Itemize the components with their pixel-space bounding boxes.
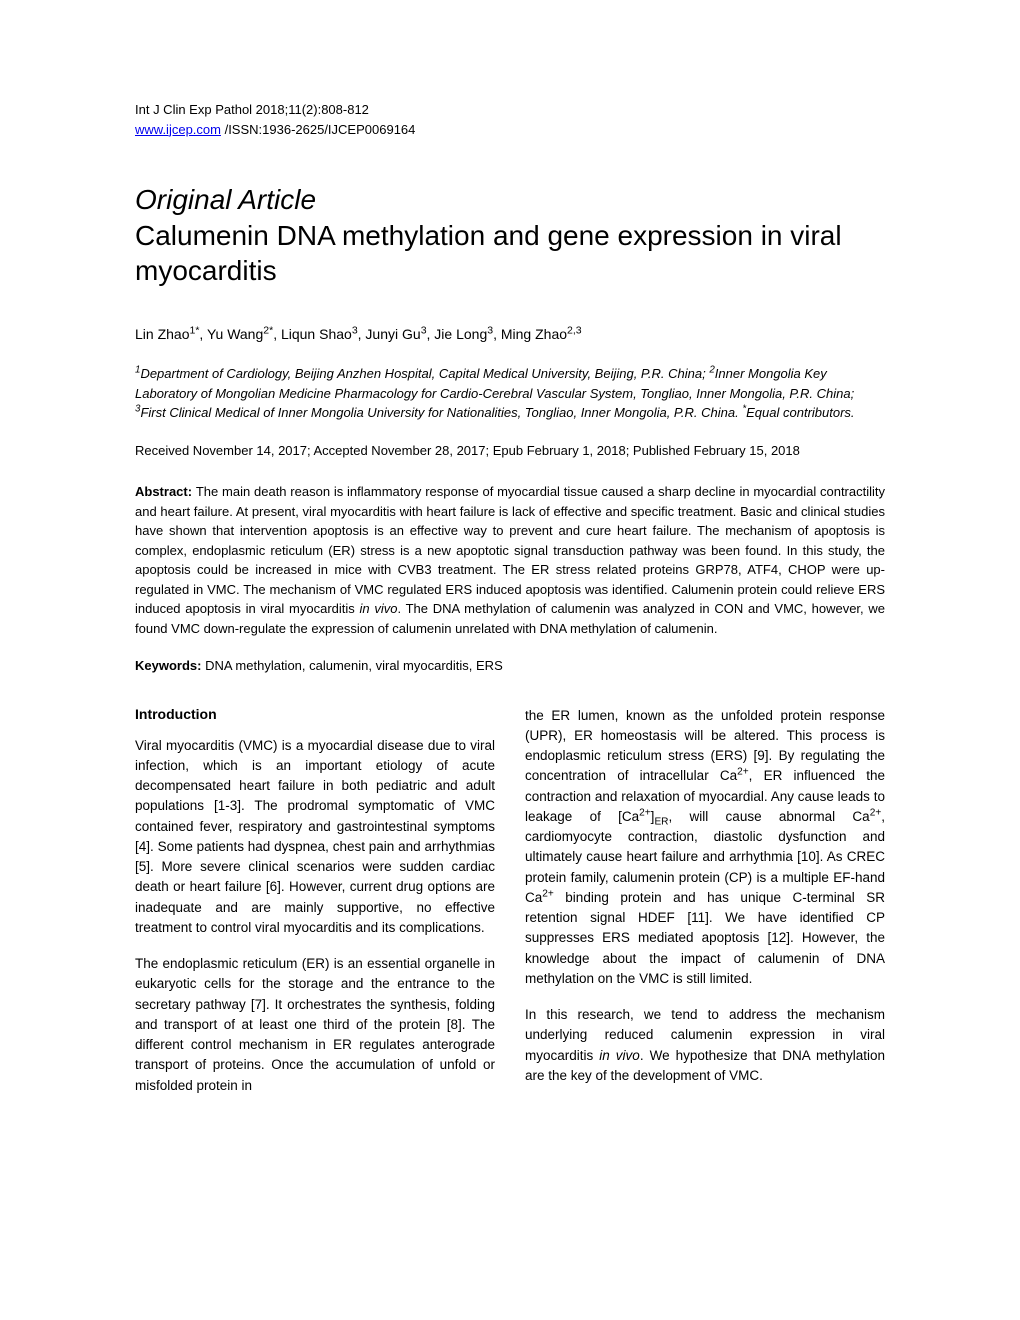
p4-italic: in vivo <box>599 1048 640 1063</box>
intro-para-4: In this research, we tend to address the… <box>525 1005 885 1086</box>
right-column: the ER lumen, known as the unfolded prot… <box>525 706 885 1096</box>
abstract-italic: in vivo <box>360 601 398 616</box>
body-columns: Introduction Viral myocarditis (VMC) is … <box>135 706 885 1096</box>
author-4: , Junyi Gu <box>358 326 421 342</box>
p3-sub-1: ER <box>654 816 668 827</box>
keywords-label: Keywords: <box>135 658 205 673</box>
p3-sup-2: 2+ <box>639 807 651 818</box>
author-2-sup: 2* <box>263 324 273 336</box>
abstract-label: Abstract: <box>135 484 196 499</box>
author-3: , Liqun Shao <box>273 326 352 342</box>
aff-text-star: Equal contributors. <box>746 405 854 420</box>
affiliations: 1Department of Cardiology, Beijing Anzhe… <box>135 364 885 423</box>
publication-dates: Received November 14, 2017; Accepted Nov… <box>135 441 885 461</box>
author-1: Lin Zhao <box>135 326 189 342</box>
keywords-text: DNA methylation, calumenin, viral myocar… <box>205 658 503 673</box>
author-6-sup: 2,3 <box>567 324 582 336</box>
journal-header: Int J Clin Exp Pathol 2018;11(2):808-812… <box>135 100 885 139</box>
journal-url-link[interactable]: www.ijcep.com <box>135 122 221 137</box>
article-title: Calumenin DNA methylation and gene expre… <box>135 218 885 288</box>
intro-para-1: Viral myocarditis (VMC) is a myocardial … <box>135 736 495 939</box>
author-1-sup: 1* <box>189 324 199 336</box>
issn-text: /ISSN:1936-2625/IJCEP0069164 <box>221 122 415 137</box>
author-6: , Ming Zhao <box>493 326 567 342</box>
abstract: Abstract: The main death reason is infla… <box>135 482 885 638</box>
p3-seg-6: binding protein and has unique C-termina… <box>525 890 885 986</box>
p3-sup-4: 2+ <box>542 888 554 899</box>
authors-line: Lin Zhao1*, Yu Wang2*, Liqun Shao3, Juny… <box>135 326 885 342</box>
author-5: , Jie Long <box>427 326 488 342</box>
p3-sup-1: 2+ <box>737 767 749 778</box>
aff-text-3: First Clinical Medical of Inner Mongolia… <box>140 405 742 420</box>
intro-heading: Introduction <box>135 706 495 722</box>
p3-sup-3: 2+ <box>870 807 882 818</box>
left-column: Introduction Viral myocarditis (VMC) is … <box>135 706 495 1096</box>
p3-seg-4: , will cause abnormal Ca <box>668 809 869 824</box>
keywords: Keywords: DNA methylation, calumenin, vi… <box>135 656 885 676</box>
journal-citation: Int J Clin Exp Pathol 2018;11(2):808-812 <box>135 102 369 117</box>
article-type: Original Article <box>135 184 885 216</box>
intro-para-3: the ER lumen, known as the unfolded prot… <box>525 706 885 990</box>
abstract-text-1: The main death reason is inflammatory re… <box>135 484 885 616</box>
aff-text-1: Department of Cardiology, Beijing Anzhen… <box>140 366 709 381</box>
intro-para-2: The endoplasmic reticulum (ER) is an ess… <box>135 954 495 1096</box>
author-2: , Yu Wang <box>199 326 263 342</box>
